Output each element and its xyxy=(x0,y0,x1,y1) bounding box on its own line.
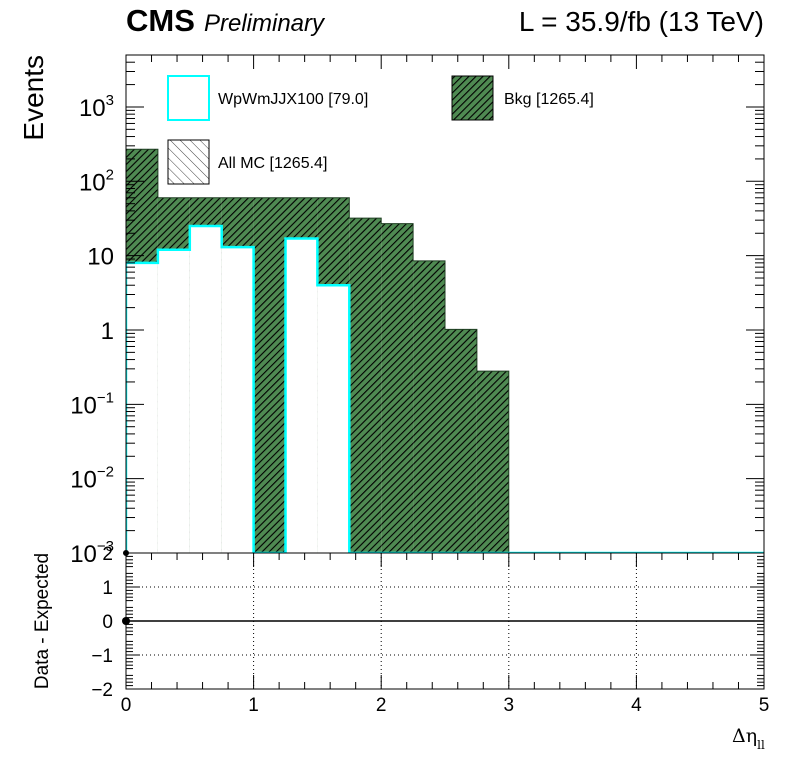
main-data-point xyxy=(123,550,129,556)
background-bar xyxy=(381,223,414,553)
legend-entry-signal: WpWmJJX100 [79.0] xyxy=(167,75,368,121)
y-tick-base: 10 xyxy=(79,169,106,196)
ratio-y-tick-label: −1 xyxy=(91,646,113,667)
legend: WpWmJJX100 [79.0] Bkg [1265.4] All MC [1… xyxy=(167,75,594,185)
y-tick-label: 10 xyxy=(87,244,114,271)
y-tick-base: 10 xyxy=(70,541,97,568)
signal-bar xyxy=(221,247,254,553)
ratio-x-axis: 0 1 2 3 4 5 xyxy=(121,553,770,716)
legend-label-signal: WpWmJJX100 [79.0] xyxy=(218,91,368,108)
signal-histogram xyxy=(126,224,764,553)
x-tick-label: 5 xyxy=(759,695,770,716)
main-x-ticks xyxy=(125,55,765,69)
y-tick-base: 10 xyxy=(87,244,114,271)
y-tick-base: 1 xyxy=(101,318,114,345)
x-tick-label: 2 xyxy=(376,695,387,716)
x-tick-label: 0 xyxy=(121,695,132,716)
legend-swatch-signal xyxy=(167,75,210,121)
y-tick-exponent: −1 xyxy=(97,389,114,406)
legend-label-background: Bkg [1265.4] xyxy=(504,91,594,108)
ratio-y-tick-label: 1 xyxy=(102,578,113,599)
background-bar xyxy=(445,329,477,553)
y-axis-title: Events xyxy=(18,55,49,141)
y-tick-label: 102 xyxy=(79,166,114,196)
y-tick-exponent: −3 xyxy=(97,538,114,555)
y-tick-label: 103 xyxy=(79,92,114,122)
ratio-y-tick-label: −2 xyxy=(91,680,113,701)
legend-entry-background: Bkg [1265.4] xyxy=(451,75,594,121)
signal-bar xyxy=(285,238,318,553)
x-tick-label: 3 xyxy=(504,695,515,716)
y-tick-exponent: 2 xyxy=(106,166,114,183)
background-bar xyxy=(476,371,509,553)
x-tick-label: 4 xyxy=(631,695,642,716)
lumi-label: L = 35.9/fb (13 TeV) xyxy=(519,6,764,37)
ratio-data-point xyxy=(122,617,130,625)
legend-swatch-background xyxy=(451,75,494,121)
x-axis-title-main: Δη xyxy=(732,725,757,747)
x-axis-title-sub: ll xyxy=(757,738,765,752)
signal-bar xyxy=(157,249,190,553)
background-outline xyxy=(126,148,764,553)
signal-bar xyxy=(189,226,222,553)
y-tick-exponent: 3 xyxy=(106,92,114,109)
y-tick-label: 10−2 xyxy=(70,464,114,494)
y-tick-exponent: −2 xyxy=(97,464,114,481)
y-tick-base: 10 xyxy=(79,95,106,122)
preliminary-label: Preliminary xyxy=(204,10,326,37)
ratio-y-tick-label: 2 xyxy=(102,544,113,565)
ratio-points xyxy=(122,550,130,625)
legend-entry-all-mc: All MC [1265.4] xyxy=(167,139,327,185)
y-tick-label: 10−3 xyxy=(70,538,114,568)
background-bar xyxy=(349,218,382,553)
cms-label: CMS xyxy=(126,3,195,38)
y-tick-label: 10−1 xyxy=(70,389,114,419)
legend-swatch-all-mc xyxy=(167,139,210,185)
legend-label-all-mc: All MC [1265.4] xyxy=(218,155,327,172)
background-bar xyxy=(253,197,286,553)
signal-outline xyxy=(126,224,764,553)
ratio-y-axis: 2 1 0 −1 −2 xyxy=(91,544,764,701)
x-tick-label: 1 xyxy=(248,695,259,716)
y-tick-base: 10 xyxy=(70,392,97,419)
y-tick-label: 1 xyxy=(101,318,114,345)
x-axis-title: Δηll xyxy=(732,725,765,752)
ratio-y-tick-label: 0 xyxy=(102,612,113,633)
y-tick-base: 10 xyxy=(70,467,97,494)
background-bar xyxy=(413,260,445,553)
signal-bar xyxy=(317,285,350,553)
ratio-y-axis-title: Data - Expected xyxy=(32,553,53,689)
